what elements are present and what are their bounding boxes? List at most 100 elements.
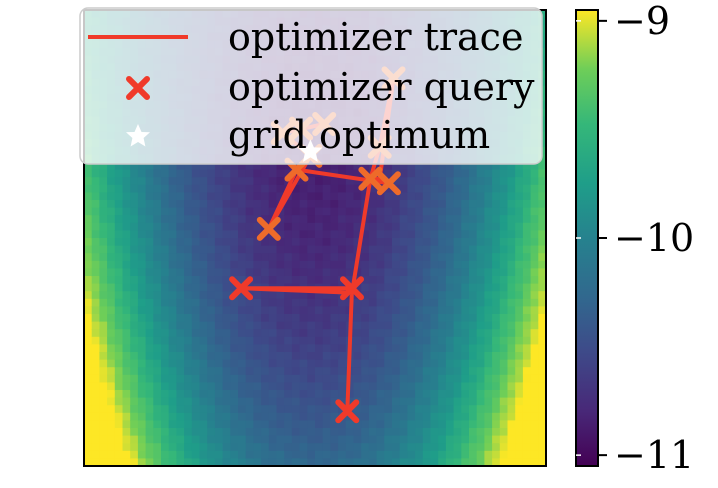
heatmap-cell: [268, 450, 278, 459]
heatmap-cell: [338, 344, 347, 353]
heatmap-cell: [276, 169, 285, 178]
heatmap-cell: [84, 298, 93, 307]
heatmap-cell: [461, 443, 470, 452]
heatmap-cell: [384, 192, 393, 201]
heatmap-cell: [199, 177, 208, 186]
heatmap-cell: [299, 238, 308, 247]
heatmap-cell: [145, 382, 154, 391]
heatmap-cell: [453, 253, 462, 262]
heatmap-cell: [184, 177, 193, 186]
heatmap-cell: [376, 367, 385, 376]
heatmap-cell: [538, 314, 546, 323]
heatmap-cell: [438, 367, 447, 376]
heatmap-cell: [107, 336, 116, 345]
heatmap-cell: [469, 374, 478, 383]
heatmap-cell: [230, 435, 239, 444]
heatmap-cell: [153, 276, 162, 285]
heatmap-cell: [476, 222, 485, 231]
heatmap-cell: [461, 435, 470, 444]
heatmap-cell: [376, 283, 385, 292]
heatmap-cell: [214, 177, 224, 186]
heatmap-cell: [207, 238, 216, 247]
heatmap-cell: [122, 162, 131, 171]
heatmap-cell: [245, 359, 254, 368]
heatmap-cell: [422, 344, 432, 353]
heatmap-cell: [392, 367, 401, 376]
heatmap-cell: [538, 177, 546, 186]
heatmap-cell: [168, 230, 177, 239]
heatmap-cell: [476, 276, 485, 285]
heatmap-cell: [461, 420, 470, 429]
heatmap-cell: [199, 374, 208, 383]
heatmap-cell: [322, 367, 331, 376]
heatmap-cell: [99, 412, 108, 421]
heatmap-cell: [184, 450, 193, 459]
heatmap-cell: [353, 382, 362, 391]
heatmap-cell: [207, 283, 216, 292]
heatmap-cell: [469, 291, 478, 300]
heatmap-cell: [145, 329, 154, 338]
heatmap-cell: [238, 245, 247, 254]
heatmap-cell: [322, 428, 331, 437]
heatmap-cell: [476, 230, 485, 239]
heatmap-cell: [469, 260, 478, 269]
heatmap-cell: [330, 420, 339, 429]
heatmap-cell: [230, 390, 239, 399]
heatmap-cell: [430, 169, 439, 178]
heatmap-cell: [522, 162, 532, 171]
heatmap-cell: [245, 390, 254, 399]
heatmap-cell: [153, 412, 162, 421]
heatmap-cell: [330, 344, 339, 353]
heatmap-cell: [207, 291, 216, 300]
heatmap-cell: [284, 443, 293, 452]
heatmap-cell: [145, 162, 154, 171]
heatmap-cell: [515, 412, 524, 421]
heatmap-cell: [245, 435, 254, 444]
heatmap-cell: [207, 162, 216, 171]
heatmap-cell: [161, 253, 170, 262]
heatmap-cell: [399, 352, 408, 361]
heatmap-cell: [253, 397, 262, 406]
heatmap-cell: [453, 450, 462, 459]
heatmap-cell: [361, 298, 370, 307]
heatmap-cell: [399, 268, 408, 277]
heatmap-cell: [445, 352, 455, 361]
heatmap-cell: [345, 192, 355, 201]
heatmap-cell: [330, 397, 339, 406]
heatmap-cell: [445, 276, 455, 285]
heatmap-cell: [122, 382, 131, 391]
heatmap-cell: [461, 390, 470, 399]
heatmap-cell: [330, 215, 339, 224]
heatmap-cell: [353, 336, 362, 345]
heatmap-cell: [161, 245, 170, 254]
heatmap-cell: [114, 321, 124, 330]
heatmap-cell: [168, 352, 177, 361]
heatmap-cell: [99, 359, 108, 368]
heatmap-cell: [484, 162, 493, 171]
heatmap-cell: [307, 192, 316, 201]
heatmap-cell: [399, 169, 408, 178]
heatmap-cell: [361, 428, 370, 437]
heatmap-cell: [461, 382, 470, 391]
heatmap-cell: [522, 276, 532, 285]
heatmap-cell: [284, 260, 293, 269]
heatmap-cell: [161, 222, 170, 231]
heatmap-cell: [199, 207, 208, 216]
heatmap-cell: [161, 298, 170, 307]
heatmap-cell: [253, 306, 262, 315]
heatmap-cell: [384, 162, 393, 171]
heatmap-cell: [99, 306, 108, 315]
heatmap-cell: [338, 352, 347, 361]
heatmap-cell: [415, 450, 424, 459]
heatmap-cell: [338, 374, 347, 383]
heatmap-cell: [222, 420, 231, 429]
heatmap-cell: [307, 382, 316, 391]
heatmap-cell: [145, 238, 154, 247]
heatmap-cell: [330, 435, 339, 444]
heatmap-cell: [538, 321, 546, 330]
heatmap-cell: [114, 268, 124, 277]
heatmap-cell: [430, 177, 439, 186]
heatmap-cell: [361, 443, 370, 452]
heatmap-cell: [276, 420, 285, 429]
heatmap-cell: [315, 253, 324, 262]
